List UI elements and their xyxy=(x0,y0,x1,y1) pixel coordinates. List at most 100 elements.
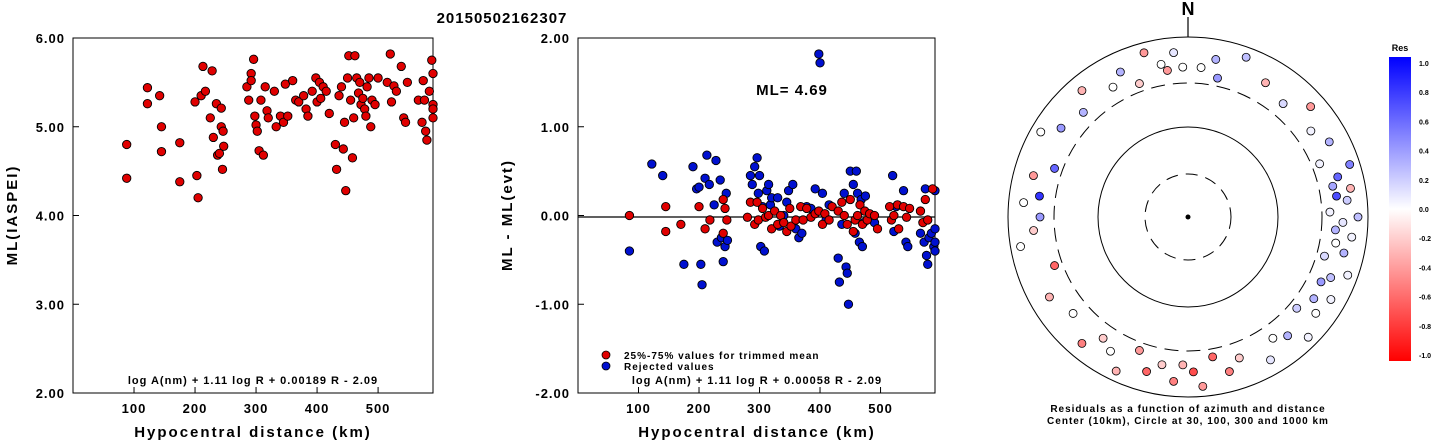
rejected-point xyxy=(833,253,843,263)
data-point xyxy=(342,73,353,83)
data-point xyxy=(428,68,438,79)
residual-point xyxy=(1178,62,1188,72)
plot-frame xyxy=(72,37,434,394)
rejected-point xyxy=(697,280,707,290)
trimmed-point xyxy=(927,184,938,194)
data-point xyxy=(205,113,215,123)
rejected-point xyxy=(745,170,756,181)
north-label: N xyxy=(1182,0,1195,19)
rejected-point xyxy=(759,246,770,256)
rejected-point xyxy=(843,299,854,309)
data-point xyxy=(142,83,153,93)
data-point xyxy=(192,170,202,181)
rejected-point xyxy=(797,228,807,238)
residual-point xyxy=(1077,338,1087,348)
data-point xyxy=(331,164,342,175)
rejected-point xyxy=(754,170,765,181)
y-tick-label: 6.00 xyxy=(36,31,65,46)
x-tick-label: 200 xyxy=(687,401,712,416)
residual-point xyxy=(1325,207,1335,217)
residual-point xyxy=(1326,273,1336,282)
rejected-point xyxy=(763,179,774,190)
trimmed-point xyxy=(837,197,847,207)
data-point xyxy=(424,86,434,96)
residual-point xyxy=(1213,73,1222,83)
data-point xyxy=(391,86,402,96)
residual-point xyxy=(1309,294,1319,304)
residual-point xyxy=(1142,367,1151,376)
data-point xyxy=(316,93,326,104)
data-point xyxy=(271,122,281,132)
rejected-point xyxy=(815,58,825,68)
polar-residual-plot: N Residuals as a function of azimuth and… xyxy=(1007,0,1369,427)
event-title: 20150502162307 xyxy=(437,10,568,27)
data-point xyxy=(216,103,226,113)
y-tick-label: -1.00 xyxy=(535,297,570,312)
rejected-point xyxy=(788,179,798,190)
residual-point xyxy=(1077,86,1087,96)
data-point xyxy=(142,99,153,109)
trimmed-point xyxy=(705,215,715,225)
trimmed-point xyxy=(824,215,834,225)
data-point xyxy=(373,73,383,83)
data-point xyxy=(366,122,376,132)
rejected-point xyxy=(688,162,698,172)
residual-point xyxy=(1019,198,1029,208)
residual-point xyxy=(1268,333,1278,343)
rejected-point xyxy=(647,159,657,169)
legend-marker-rejected xyxy=(601,361,611,371)
data-point xyxy=(402,77,413,88)
data-point xyxy=(193,193,203,203)
residual-point xyxy=(1283,331,1293,341)
colorbar-gradient xyxy=(1389,57,1411,361)
rejected-point xyxy=(773,193,783,203)
y-tick-label: 5.00 xyxy=(36,120,65,135)
data-point xyxy=(350,51,360,61)
trimmed-point xyxy=(842,219,852,230)
rejected-point xyxy=(915,228,926,238)
data-point xyxy=(386,97,397,107)
data-point xyxy=(156,146,167,157)
x-tick-label: 400 xyxy=(305,401,330,416)
data-point xyxy=(336,82,347,92)
residual-point xyxy=(1050,164,1059,173)
trimmed-point xyxy=(894,224,904,234)
residual-point xyxy=(1068,309,1078,318)
data-point xyxy=(364,73,374,83)
residual-point xyxy=(1261,78,1270,88)
x-axis-label: Hypocentral distance (km) xyxy=(134,424,372,441)
rejected-point xyxy=(898,185,909,196)
trimmed-point xyxy=(884,201,895,212)
residual-point xyxy=(1331,238,1341,248)
residual-point xyxy=(1339,248,1349,258)
trimmed-point xyxy=(802,203,812,214)
residual-point xyxy=(1211,55,1221,64)
rejected-point xyxy=(704,179,714,190)
colorbar-title: Res xyxy=(1392,43,1409,53)
rejected-point xyxy=(848,179,858,190)
rejected-point xyxy=(851,166,861,176)
residual-point xyxy=(1346,183,1355,193)
data-point xyxy=(244,95,254,105)
residual-point xyxy=(1115,67,1125,77)
residual-point xyxy=(1156,59,1166,69)
data-point xyxy=(349,113,359,123)
residual-point xyxy=(1098,333,1108,343)
rejected-point xyxy=(921,250,932,261)
trimmed-point xyxy=(661,226,671,237)
y-tick-label: 2.00 xyxy=(36,386,65,401)
data-point xyxy=(207,66,217,76)
residual-point xyxy=(1333,172,1343,182)
data-point xyxy=(370,99,380,110)
data-point xyxy=(421,126,431,136)
residual-point xyxy=(1050,261,1059,270)
residual-point xyxy=(1328,181,1338,191)
rejected-point xyxy=(923,259,933,269)
rejected-point xyxy=(817,188,828,198)
trimmed-point xyxy=(889,210,899,221)
trimmed-point xyxy=(845,194,855,205)
colorbar-tick-label: -0.8 xyxy=(1419,324,1431,331)
trimmed-point xyxy=(848,226,858,237)
residual-point xyxy=(1306,102,1316,111)
